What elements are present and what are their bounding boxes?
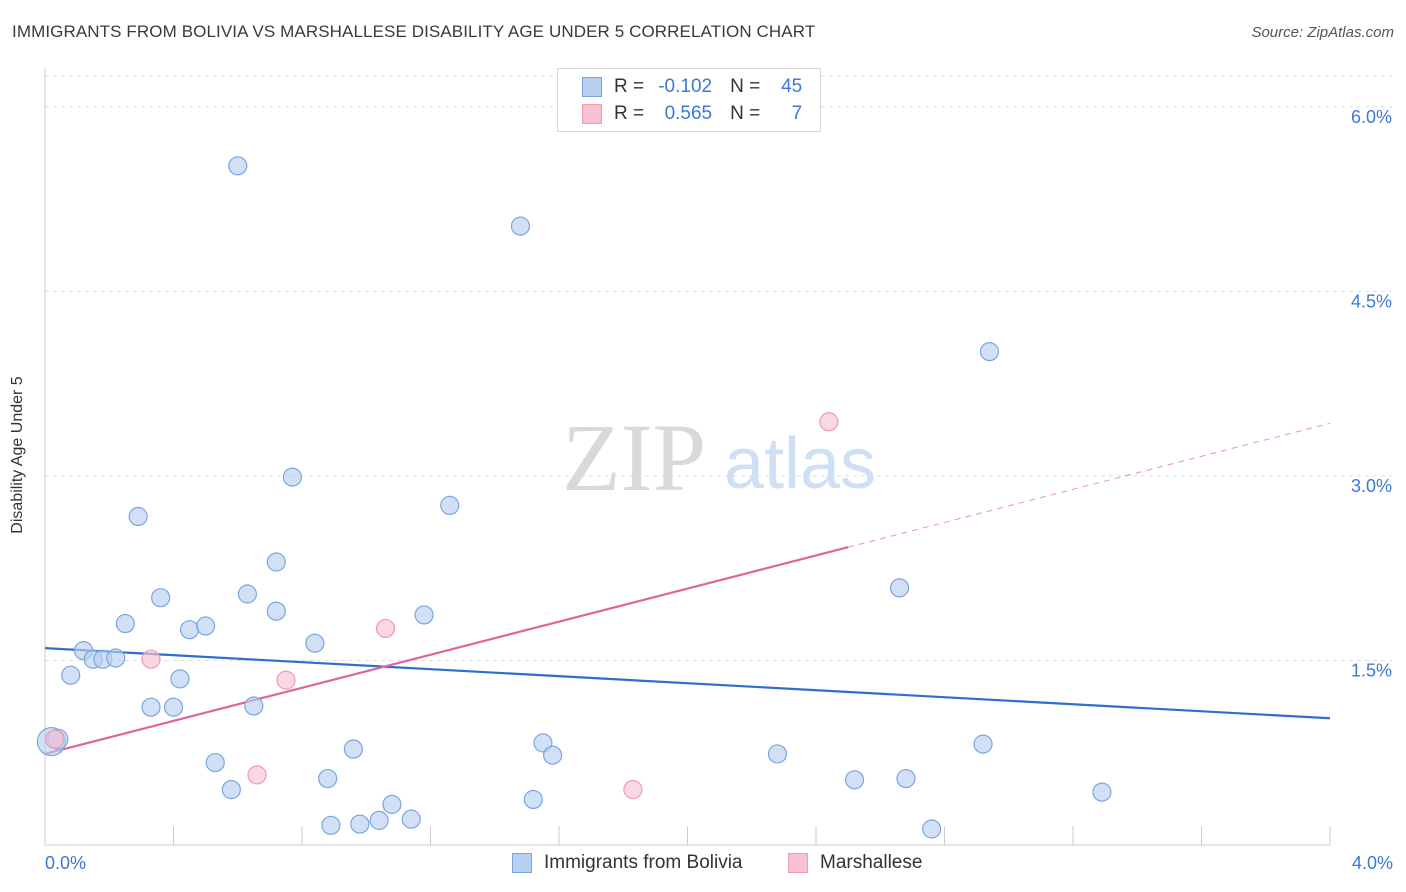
bolivia-point	[128, 506, 148, 527]
marshallese-point	[375, 618, 396, 639]
source-label: Source: ZipAtlas.com	[1251, 24, 1394, 41]
bolivia-point	[414, 605, 434, 625]
bolivia-point	[889, 578, 910, 598]
bolivia-point	[221, 780, 241, 800]
legend-swatch-pink	[582, 104, 602, 124]
bottom-legend-label-bolivia: Immigrants from Bolivia	[544, 852, 743, 873]
bolivia-point	[151, 588, 171, 608]
legend-r-value: -0.102	[658, 76, 713, 97]
bolivia-point	[106, 648, 126, 668]
axes	[44, 68, 1331, 846]
bolivia-point	[510, 216, 531, 236]
chart-title: IMMIGRANTS FROM BOLIVIA VS MARSHALLESE D…	[12, 22, 816, 41]
x-tick-label-max: 4.0%	[1352, 853, 1393, 873]
y-tick-label: 3.0%	[1351, 476, 1392, 496]
legend-n-value: 7	[791, 103, 803, 124]
marshallese-point	[276, 670, 296, 690]
bolivia-point	[237, 584, 257, 604]
bolivia-point	[228, 156, 248, 176]
bolivia-point	[369, 810, 389, 830]
legend-n-value: 45	[781, 76, 803, 97]
bottom-legend-swatch-blue	[512, 853, 532, 873]
bolivia-point	[141, 697, 161, 717]
bolivia-point	[266, 552, 286, 572]
bolivia-point	[896, 768, 916, 789]
bolivia-point	[266, 601, 286, 621]
bolivia-point	[115, 613, 135, 634]
x-tick-label-min: 0.0%	[45, 853, 86, 873]
legend-n-label: N =	[730, 76, 761, 97]
marshallese-point	[247, 765, 267, 785]
bolivia-point	[350, 814, 370, 834]
y-tick-label: 4.5%	[1351, 291, 1392, 311]
bolivia-point	[440, 495, 460, 516]
bottom-legend-marshallese: Marshallese	[788, 852, 922, 874]
bolivia-trend-line	[44, 647, 1331, 720]
tick-labels: 1.5% 3.0% 4.5% 6.0% 0.0% 4.0%	[45, 107, 1393, 873]
stats-legend: R = -0.102 N = 45 R = 0.565 N = 7	[557, 68, 821, 132]
bolivia-point	[401, 809, 421, 829]
bolivia-point	[973, 734, 993, 754]
bolivia-point	[922, 819, 942, 839]
bottom-legend-bolivia: Immigrants from Bolivia	[512, 852, 743, 874]
legend-r-value: 0.565	[664, 103, 713, 124]
watermark: ZIP atlas	[562, 404, 876, 511]
bolivia-point	[318, 768, 338, 789]
bottom-legend-swatch-pink	[788, 853, 808, 873]
bolivia-point	[179, 620, 200, 640]
bolivia-point	[244, 696, 264, 716]
marshallese-point	[819, 412, 839, 432]
trend-lines	[44, 422, 1331, 756]
bolivia-point	[343, 739, 363, 759]
bolivia-point	[382, 794, 402, 814]
marshallese-trend-line	[44, 546, 849, 756]
y-tick-label: 6.0%	[1351, 107, 1392, 127]
points	[36, 156, 1112, 839]
bolivia-point	[61, 665, 81, 685]
bolivia-point	[1092, 782, 1112, 802]
legend-row-marshallese: R = 0.565 N = 7	[582, 101, 802, 127]
legend-r-label: R =	[614, 76, 645, 97]
bolivia-point	[305, 633, 325, 653]
legend-row-bolivia: R = -0.102 N = 45	[582, 74, 802, 100]
bolivia-point	[170, 669, 190, 689]
bolivia-point	[205, 752, 225, 773]
bolivia-point	[767, 744, 788, 764]
bolivia-point	[321, 815, 341, 835]
legend-n-label: N =	[730, 103, 761, 124]
y-axis-label: Disability Age Under 5	[9, 376, 26, 534]
bottom-legend: Immigrants from Bolivia Marshallese	[0, 852, 1406, 876]
y-tick-label: 1.5%	[1351, 660, 1392, 680]
bolivia-point	[523, 789, 543, 810]
marshallese-point	[141, 649, 161, 669]
bolivia-point	[282, 467, 302, 487]
bolivia-point	[844, 770, 865, 790]
watermark-atlas: atlas	[724, 424, 876, 504]
bolivia-point	[542, 745, 563, 765]
marshallese-trend-extension	[848, 422, 1331, 548]
bolivia-point	[163, 697, 184, 717]
bottom-legend-label-marshallese: Marshallese	[820, 852, 923, 873]
marshallese-point	[45, 729, 65, 749]
legend-r-label: R =	[614, 103, 645, 124]
bolivia-point	[196, 616, 216, 636]
bolivia-point	[979, 342, 1000, 362]
marshallese-point	[623, 780, 643, 800]
watermark-zip: ZIP	[562, 404, 706, 511]
legend-swatch-blue	[582, 77, 602, 97]
